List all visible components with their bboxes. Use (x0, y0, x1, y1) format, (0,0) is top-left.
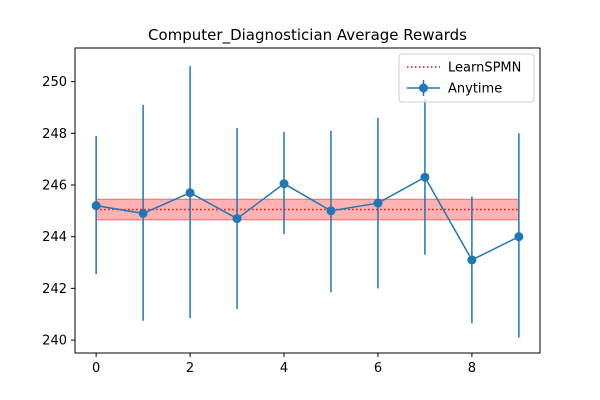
legend-anytime-marker (419, 83, 428, 93)
legend-anytime-label: Anytime (448, 82, 502, 97)
y-tick-label: 250 (42, 75, 67, 90)
anytime-point (185, 188, 195, 198)
x-tick-label: 4 (280, 361, 288, 376)
x-tick-label: 6 (374, 361, 382, 376)
learnspmn-band (95, 198, 520, 221)
y-tick-label: 246 (42, 178, 67, 193)
y-tick-label: 244 (42, 230, 67, 245)
anytime-point (138, 208, 148, 218)
y-axis-ticks: 240 242 244 246 248 250 (42, 75, 75, 349)
legend: LearnSPMN Anytime (398, 53, 535, 103)
x-tick-label: 8 (468, 361, 476, 376)
y-tick-label: 248 (42, 127, 67, 142)
legend-learnspmn-label: LearnSPMN (448, 61, 521, 76)
anytime-point (91, 201, 101, 211)
y-tick-label: 242 (42, 282, 67, 297)
x-tick-label: 2 (186, 361, 194, 376)
anytime-point (467, 255, 477, 265)
anytime-point (279, 179, 289, 189)
x-tick-label: 0 (92, 361, 100, 376)
plot-frame (74, 47, 541, 354)
anytime-point (514, 232, 524, 242)
y-tick-label: 240 (42, 334, 67, 349)
anytime-line (96, 176, 520, 261)
anytime-marker-layer (91, 172, 524, 265)
anytime-point (326, 206, 336, 216)
chart-title: Computer_Diagnostician Average Rewards (148, 26, 467, 45)
legend-box (398, 53, 535, 103)
anytime-point (232, 214, 242, 224)
anytime-point (420, 172, 430, 182)
x-axis-ticks: 0 2 4 6 8 (92, 353, 476, 376)
learnspmn-band-layer (95, 198, 520, 221)
anytime-point (373, 198, 383, 208)
anytime-line-layer (96, 176, 520, 261)
